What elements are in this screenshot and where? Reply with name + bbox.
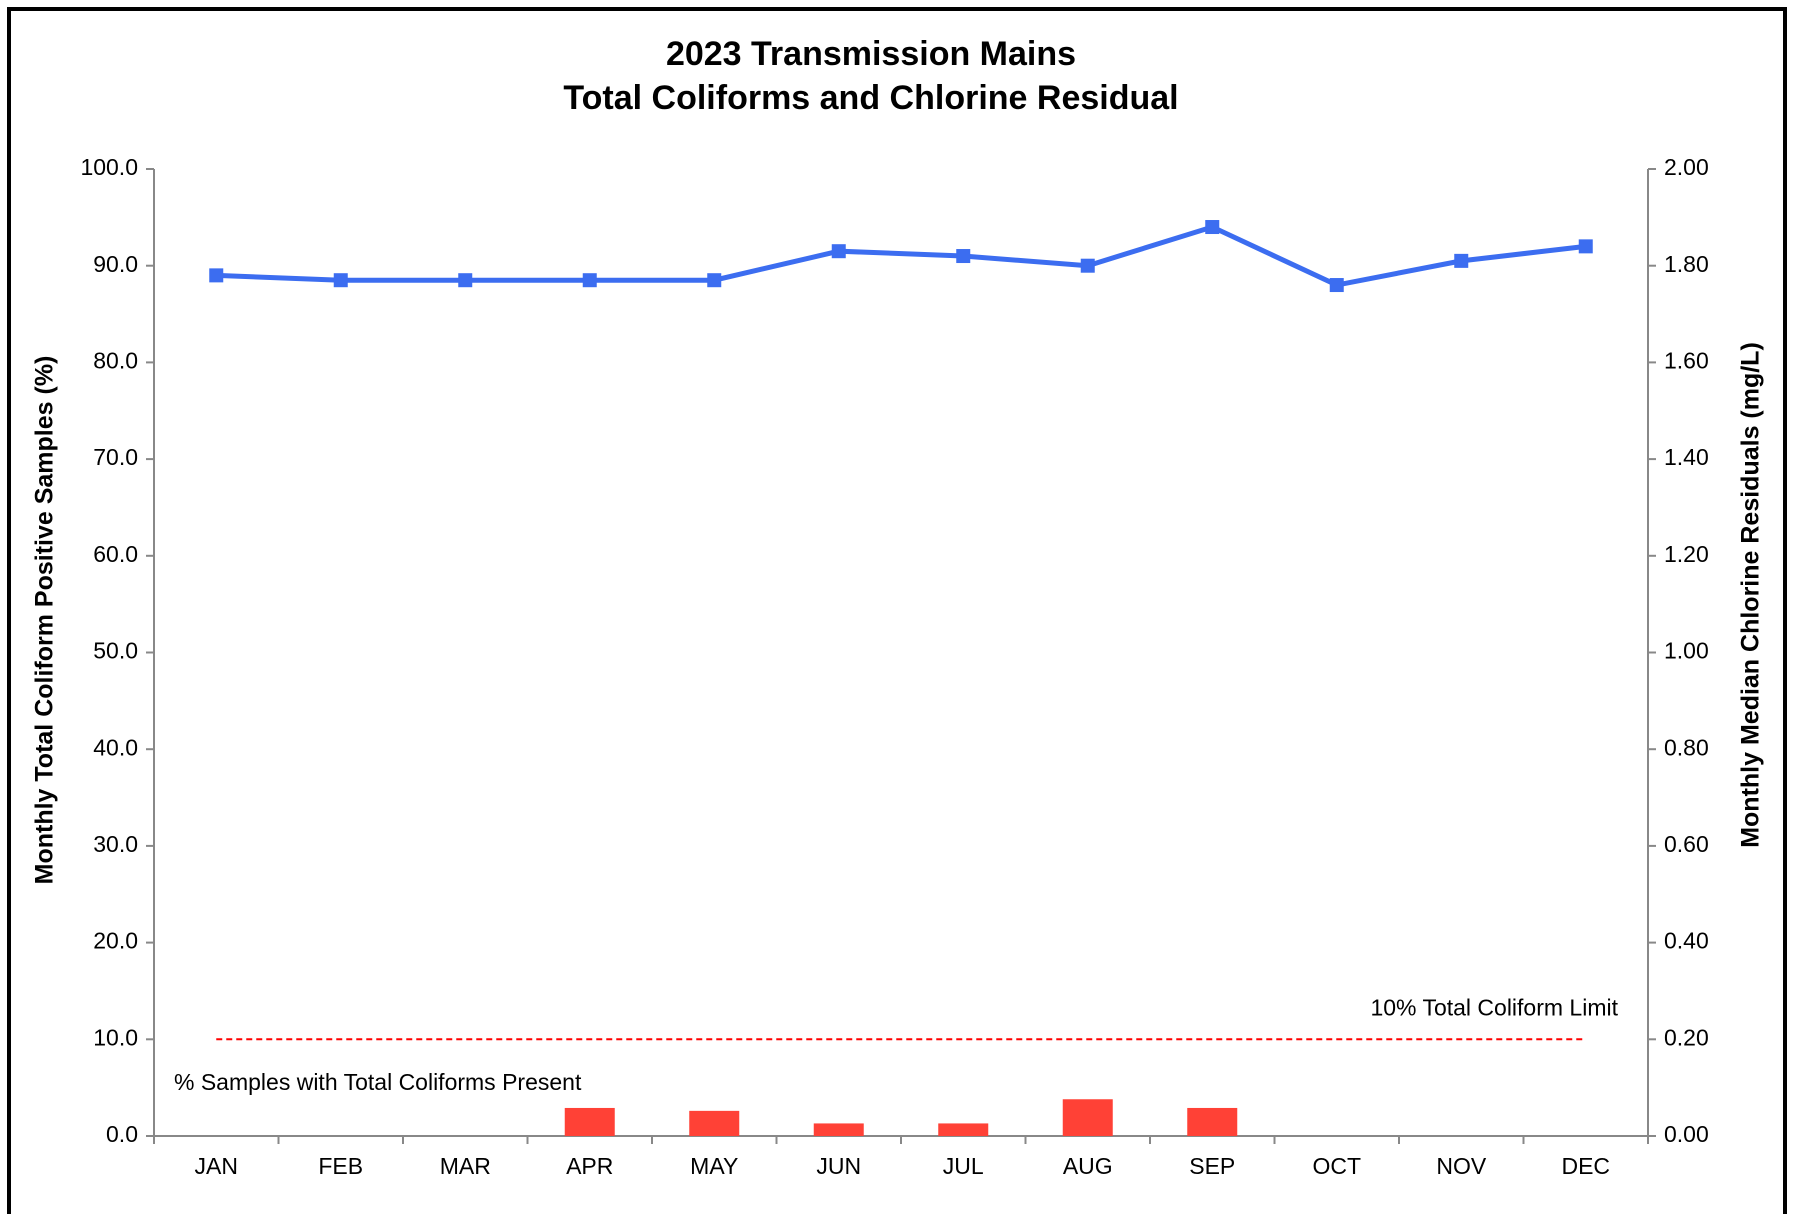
y2-axis-title: Monthly Median Chlorine Residuals (mg/L): [1737, 342, 1765, 848]
marker: [1080, 258, 1095, 273]
marker: [333, 273, 348, 288]
y2-tick-label: 0.60: [1664, 831, 1709, 857]
marker: [1205, 220, 1220, 235]
bar: [813, 1123, 864, 1136]
x-tick-label: MAR: [440, 1153, 491, 1179]
y-tick-label: 60.0: [93, 541, 138, 567]
x-tick-label: JUN: [816, 1153, 861, 1179]
y-tick-label: 80.0: [93, 347, 138, 373]
bar: [938, 1123, 989, 1136]
y2-tick-label: 2.00: [1664, 154, 1709, 180]
x-tick-label: SEP: [1189, 1153, 1235, 1179]
y2-tick-label: 1.20: [1664, 541, 1709, 567]
x-tick-label: MAY: [690, 1153, 738, 1179]
x-tick-label: APR: [566, 1153, 613, 1179]
marker: [1329, 278, 1344, 293]
y-tick-label: 90.0: [93, 251, 138, 277]
x-tick-label: AUG: [1063, 1153, 1113, 1179]
y2-tick-label: 1.60: [1664, 347, 1709, 373]
y-tick-label: 70.0: [93, 444, 138, 470]
y-tick-label: 10.0: [93, 1024, 138, 1050]
x-tick-label: FEB: [318, 1153, 363, 1179]
marker: [1578, 239, 1593, 254]
y2-tick-label: 0.00: [1664, 1121, 1709, 1147]
marker: [1454, 253, 1469, 268]
bar: [689, 1110, 740, 1136]
bar: [1062, 1099, 1113, 1136]
series-label: % Samples with Total Coliforms Present: [174, 1069, 582, 1095]
marker: [831, 244, 846, 259]
x-tick-label: JUL: [943, 1153, 984, 1179]
x-tick-label: OCT: [1312, 1153, 1361, 1179]
y-tick-label: 50.0: [93, 638, 138, 664]
y2-tick-label: 1.80: [1664, 251, 1709, 277]
chart-title: Total Coliforms and Chlorine Residual: [563, 79, 1178, 117]
frame: [7, 7, 1787, 1214]
y-tick-label: 100.0: [80, 154, 138, 180]
line: [216, 224, 1587, 288]
x-tick-label: DEC: [1561, 1153, 1610, 1179]
x-tick-label: NOV: [1436, 1153, 1487, 1179]
y-axis-title: Monthly Total Coliform Positive Samples …: [31, 356, 59, 885]
marker: [458, 273, 473, 288]
bar: [564, 1107, 615, 1136]
y2-tick-label: 0.20: [1664, 1024, 1709, 1050]
bar: [1187, 1107, 1238, 1136]
y2-tick-label: 0.40: [1664, 928, 1709, 954]
y2-tick-label: 1.40: [1664, 444, 1709, 470]
y2-tick-label: 1.00: [1664, 638, 1709, 664]
x-tick-label: JAN: [195, 1153, 238, 1179]
chart-title: 2023 Transmission Mains: [666, 35, 1076, 73]
y2-tick-label: 0.80: [1664, 734, 1709, 760]
y-tick-label: 30.0: [93, 831, 138, 857]
y-tick-label: 40.0: [93, 734, 138, 760]
y-tick-label: 0.0: [106, 1121, 138, 1147]
y-tick-label: 20.0: [93, 928, 138, 954]
reference-label: 10% Total Coliform Limit: [1370, 994, 1618, 1020]
marker: [582, 273, 597, 288]
marker: [209, 268, 224, 283]
marker: [956, 249, 971, 264]
marker: [707, 273, 722, 288]
